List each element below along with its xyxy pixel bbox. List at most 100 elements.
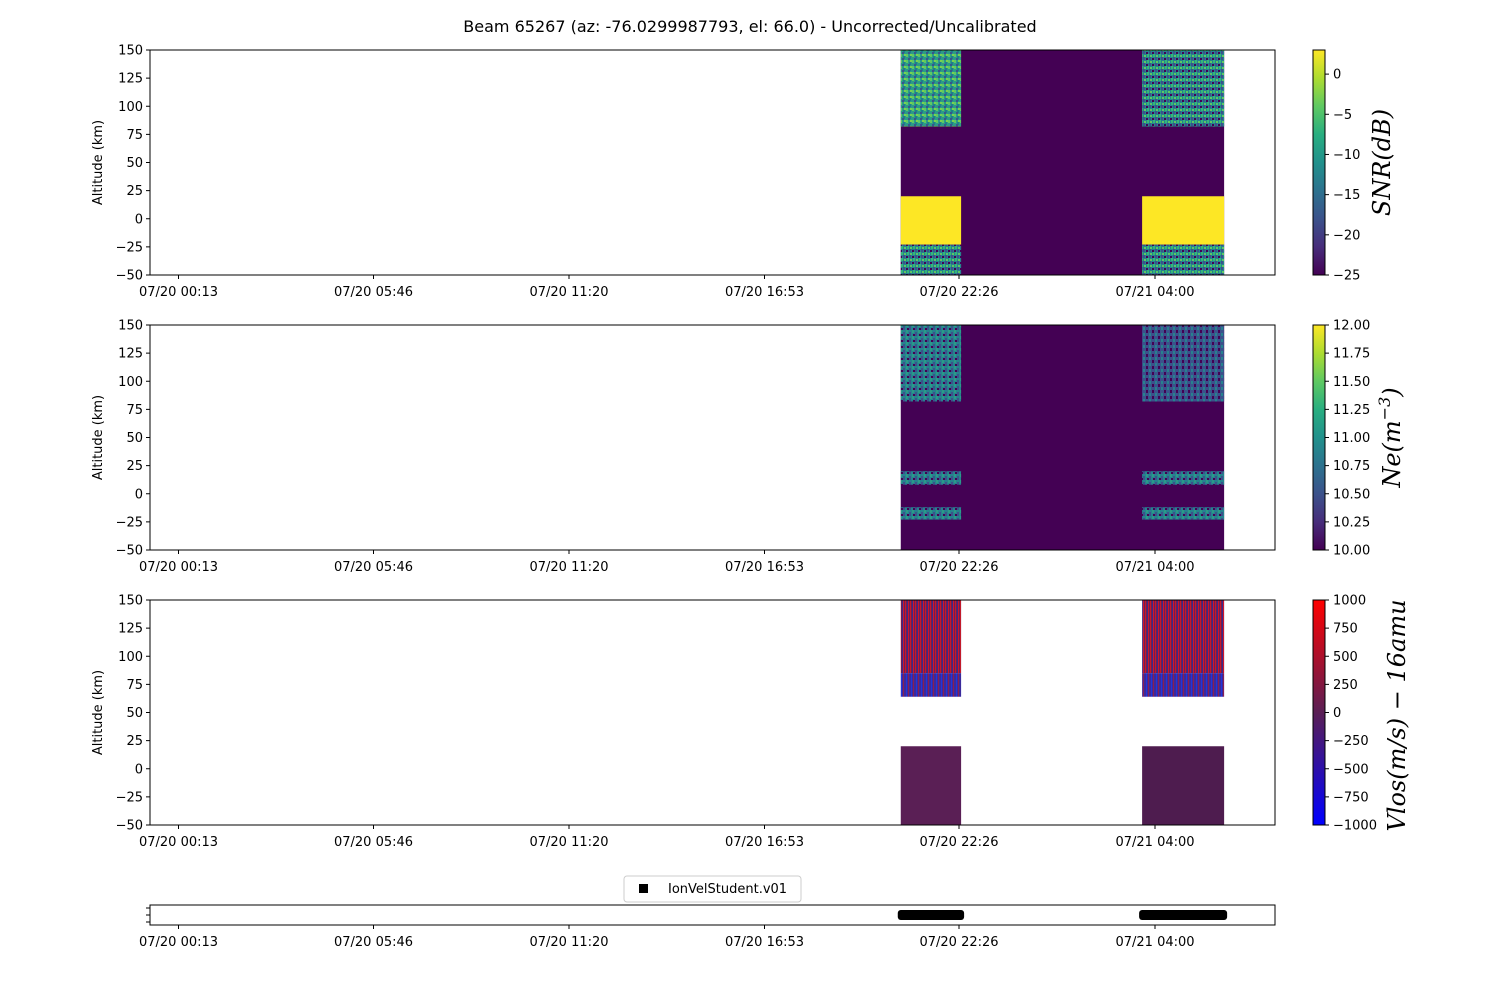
x-tick-label: 07/21 04:00 <box>1115 560 1194 575</box>
y-tick-label: 100 <box>118 375 143 390</box>
snr-high-band <box>1142 50 1225 127</box>
snr-high-band <box>900 50 962 127</box>
ne-mid-band <box>900 471 962 485</box>
colorbar-tick-label: 10.25 <box>1333 515 1370 530</box>
colorbar-tick-label: 1000 <box>1333 594 1366 609</box>
y-tick-label: 0 <box>135 487 143 502</box>
colorbar <box>1312 49 1326 276</box>
x-tick-label: 07/20 00:13 <box>139 560 218 575</box>
x-tick-label: 07/20 11:20 <box>529 560 608 575</box>
y-tick-label: 25 <box>126 734 143 749</box>
ne-high-band <box>1142 325 1225 402</box>
plot-frame <box>149 599 1276 826</box>
snr-saturated-band <box>1142 196 1225 245</box>
x-tick-label: 07/20 05:46 <box>334 835 413 850</box>
colorbar-tick-label: 0 <box>1333 68 1341 83</box>
colorbar-tick-label: 10.75 <box>1333 459 1370 474</box>
y-tick-label: 150 <box>118 594 143 609</box>
x-tick-label: 07/20 16:53 <box>725 935 804 950</box>
x-tick-label: 07/20 22:26 <box>919 835 998 850</box>
y-tick-label: 125 <box>118 72 143 87</box>
legend-marker <box>639 884 648 893</box>
colorbar-tick-label: −500 <box>1333 762 1369 777</box>
y-tick-label: 25 <box>126 184 143 199</box>
x-tick-label: 07/20 11:20 <box>529 285 608 300</box>
x-tick-label: 07/20 22:26 <box>919 935 998 950</box>
y-tick-label: 125 <box>118 622 143 637</box>
y-tick-label: 0 <box>135 762 143 777</box>
colorbar-tick-label: 11.75 <box>1333 347 1370 362</box>
colorbar-tick-label: 12.00 <box>1333 319 1370 334</box>
y-tick-label: −50 <box>116 269 143 284</box>
x-tick-label: 07/21 04:00 <box>1115 285 1194 300</box>
x-tick-label: 07/21 04:00 <box>1115 935 1194 950</box>
x-tick-label: 07/21 04:00 <box>1115 835 1194 850</box>
y-tick-label: 50 <box>126 156 143 171</box>
x-tick-label: 07/20 16:53 <box>725 835 804 850</box>
x-tick-label: 07/20 00:13 <box>139 935 218 950</box>
ne-low-band <box>1142 507 1225 520</box>
colorbar-tick-label: −15 <box>1333 188 1360 203</box>
y-tick-label: −25 <box>116 515 143 530</box>
colorbar-tick-label: 10.00 <box>1333 544 1370 559</box>
processing-marker <box>897 910 965 920</box>
y-tick-label: 75 <box>126 128 143 143</box>
processing-marker <box>1139 910 1228 920</box>
colorbar-label: Vlos(m/s) − 16amu <box>1383 599 1411 831</box>
colorbar <box>1312 599 1326 826</box>
colorbar-tick-label: 500 <box>1333 650 1358 665</box>
y-tick-label: 75 <box>126 678 143 693</box>
y-axis-label: Altitude (km) <box>91 395 106 480</box>
x-tick-label: 07/20 22:26 <box>919 560 998 575</box>
snr-saturated-band <box>900 196 962 245</box>
colorbar-tick-label: −250 <box>1333 734 1369 749</box>
colorbar-tick-label: 750 <box>1333 622 1358 637</box>
x-tick-label: 07/20 11:20 <box>529 935 608 950</box>
vlos-high-band <box>900 600 962 674</box>
legend-entry: IonVelStudent.v01 <box>668 882 787 897</box>
legend-box <box>623 875 802 903</box>
y-tick-label: 75 <box>126 403 143 418</box>
ne-high-band <box>900 325 962 402</box>
colorbar-tick-label: 0 <box>1333 706 1341 721</box>
x-tick-label: 07/20 05:46 <box>334 285 413 300</box>
vlos-low-band <box>1142 746 1225 825</box>
x-tick-label: 07/20 16:53 <box>725 285 804 300</box>
colorbar-tick-label: 11.25 <box>1333 403 1370 418</box>
colorbar-tick-label: −20 <box>1333 228 1360 243</box>
y-tick-label: 100 <box>118 650 143 665</box>
vlos-high-band <box>1142 600 1225 674</box>
colorbar-label: SNR(dB) <box>1368 109 1396 216</box>
colorbar-tick-label: −10 <box>1333 148 1360 163</box>
chart-title: Beam 65267 (az: -76.0299987793, el: 66.0… <box>463 17 1037 36</box>
colorbar-tick-label: 10.50 <box>1333 487 1370 502</box>
x-tick-label: 07/20 16:53 <box>725 560 804 575</box>
x-tick-label: 07/20 00:13 <box>139 835 218 850</box>
x-tick-label: 07/20 05:46 <box>334 560 413 575</box>
y-tick-label: 25 <box>126 459 143 474</box>
colorbar-tick-label: 11.00 <box>1333 431 1370 446</box>
x-tick-label: 07/20 11:20 <box>529 835 608 850</box>
y-tick-label: −50 <box>116 544 143 559</box>
colorbar-tick-label: −750 <box>1333 790 1369 805</box>
y-tick-label: −50 <box>116 819 143 834</box>
y-tick-label: 0 <box>135 212 143 227</box>
vlos-low-band <box>900 746 962 825</box>
plot-frame <box>149 904 1276 926</box>
colorbar-tick-label: −5 <box>1333 108 1352 123</box>
y-tick-label: −25 <box>116 790 143 805</box>
snr-low-band <box>900 244 962 275</box>
y-axis-label: Altitude (km) <box>91 120 106 205</box>
colorbar <box>1312 324 1326 551</box>
y-tick-label: 150 <box>118 44 143 59</box>
colorbar-tick-label: 11.50 <box>1333 375 1370 390</box>
vlos-edge-band <box>1142 673 1225 697</box>
ne-low-band <box>900 507 962 520</box>
colorbar-tick-label: −1000 <box>1333 819 1377 834</box>
y-tick-label: 50 <box>126 431 143 446</box>
y-tick-label: −25 <box>116 240 143 255</box>
colorbar-tick-label: −25 <box>1333 269 1360 284</box>
colorbar-tick-label: 250 <box>1333 678 1358 693</box>
y-tick-label: 125 <box>118 347 143 362</box>
